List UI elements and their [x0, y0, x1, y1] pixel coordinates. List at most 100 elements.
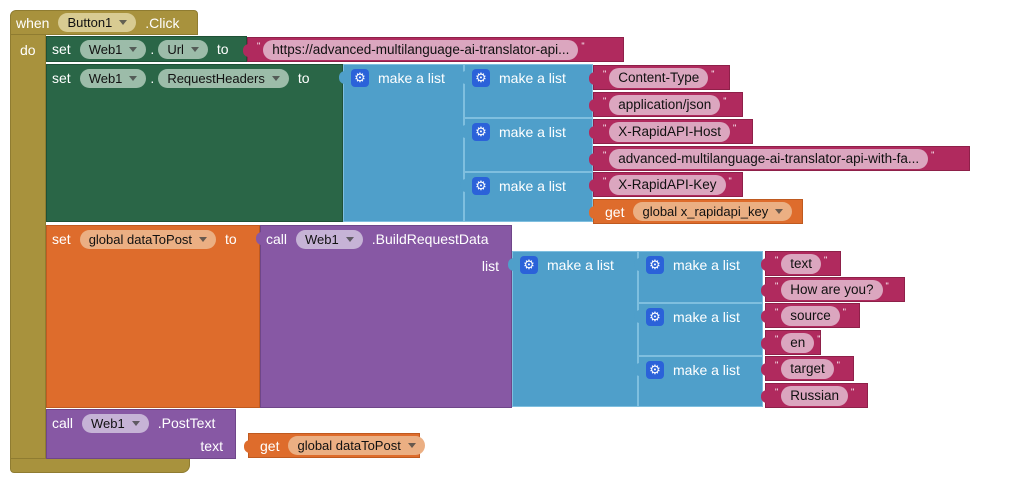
gear-icon[interactable]: ⚙ — [646, 308, 664, 326]
component-dropdown[interactable]: Web1 — [82, 413, 149, 433]
text-key-string-block[interactable]: " text " — [761, 251, 841, 276]
set-keyword: set — [52, 41, 71, 57]
string-value[interactable]: https://advanced-multilanguage-ai-transl… — [263, 39, 579, 60]
when-block-bottom-bar[interactable] — [10, 459, 190, 473]
gear-icon[interactable]: ⚙ — [646, 361, 664, 379]
chevron-down-icon — [129, 46, 138, 52]
dropdown-value: global dataToPost — [88, 231, 193, 247]
dropdown-value: Web1 — [91, 415, 125, 431]
make-a-list-rapidapi-host[interactable]: ⚙ make a list — [460, 118, 593, 172]
gear-icon[interactable]: ⚙ — [351, 69, 369, 87]
variable-dropdown[interactable]: global dataToPost — [288, 436, 425, 455]
string-value[interactable]: source — [781, 305, 840, 326]
dropdown-value: Web1 — [88, 41, 123, 57]
dropdown-value: Url — [167, 41, 184, 57]
string-value[interactable]: X-RapidAPI-Host — [609, 121, 730, 142]
make-a-list-headers-outer[interactable]: ⚙ make a list — [339, 64, 464, 222]
target-key-string-block[interactable]: " target " — [761, 356, 854, 381]
method-name: .BuildRequestData — [371, 231, 489, 247]
url-string-block[interactable]: " https://advanced-multilanguage-ai-tran… — [243, 37, 624, 62]
to-keyword: to — [297, 70, 310, 86]
component-dropdown[interactable]: Web1 — [79, 68, 147, 88]
open-quote: " — [775, 307, 779, 317]
gear-icon[interactable]: ⚙ — [472, 123, 490, 141]
property-dropdown[interactable]: RequestHeaders — [158, 68, 289, 88]
call-web1-buildrequestdata-block[interactable]: call Web1 .BuildRequestData list — [256, 225, 512, 408]
close-quote: " — [817, 334, 821, 344]
get-keyword: get — [260, 437, 280, 454]
gear-icon[interactable]: ⚙ — [520, 256, 538, 274]
call-web1-posttext-block[interactable]: call Web1 .PostText text — [46, 409, 236, 459]
string-value[interactable]: How are you? — [781, 279, 883, 300]
event-component-dropdown[interactable]: Button1 — [58, 13, 137, 32]
make-a-list-content-type[interactable]: ⚙ make a list — [460, 64, 593, 118]
close-quote: " — [728, 176, 732, 186]
dropdown-value: RequestHeaders — [167, 70, 265, 86]
how-are-you-string-block[interactable]: " How are you? " — [761, 277, 905, 302]
gear-icon[interactable]: ⚙ — [646, 256, 664, 274]
component-dropdown[interactable]: Web1 — [79, 39, 147, 59]
gear-icon[interactable]: ⚙ — [472, 177, 490, 195]
chevron-down-icon — [775, 209, 784, 214]
set-keyword: set — [52, 231, 71, 247]
open-quote: " — [775, 360, 779, 370]
set-web1-requestheaders-block[interactable]: set Web1 . RequestHeaders to — [46, 64, 343, 222]
make-a-list-label: make a list — [673, 257, 740, 273]
string-value[interactable]: en — [781, 332, 815, 353]
chevron-down-icon — [199, 236, 208, 242]
string-value[interactable]: text — [781, 253, 821, 274]
close-quote: " — [733, 123, 737, 133]
chevron-down-icon — [131, 420, 140, 426]
make-a-list-rapidapi-key[interactable]: ⚙ make a list — [460, 172, 593, 222]
variable-dropdown[interactable]: global x_rapidapi_key — [633, 202, 793, 221]
property-dropdown[interactable]: Url — [158, 39, 208, 59]
open-quote: " — [603, 69, 607, 79]
string-value[interactable]: Content-Type — [609, 67, 709, 88]
close-quote: " — [842, 307, 846, 317]
russian-string-block[interactable]: " Russian " — [761, 383, 868, 408]
string-value[interactable]: advanced-multilanguage-ai-translator-api… — [609, 148, 929, 169]
make-a-list-label: make a list — [547, 257, 614, 273]
make-a-list-target[interactable]: ⚙ make a list — [634, 356, 763, 407]
get-x-rapidapi-key-block[interactable]: get global x_rapidapi_key — [589, 199, 803, 224]
do-keyword: do — [20, 42, 36, 58]
rapidapi-host-string-block[interactable]: " X-RapidAPI-Host " — [589, 119, 753, 144]
rapidapi-key-string-block[interactable]: " X-RapidAPI-Key " — [589, 172, 743, 197]
close-quote: " — [723, 96, 727, 106]
string-value[interactable]: target — [781, 358, 834, 379]
application-json-string-block[interactable]: " application/json " — [589, 92, 743, 117]
make-a-list-label: make a list — [499, 124, 566, 140]
when-block-body-column[interactable]: do — [10, 35, 46, 459]
close-quote: " — [931, 150, 935, 160]
string-value[interactable]: X-RapidAPI-Key — [609, 174, 726, 195]
make-a-list-label: make a list — [673, 362, 740, 378]
when-button1-click-block[interactable]: when Button1 .Click — [10, 10, 198, 35]
open-quote: " — [603, 96, 607, 106]
close-quote: " — [581, 41, 585, 51]
make-a-list-label: make a list — [499, 178, 566, 194]
rapidapi-host-value-string-block[interactable]: " advanced-multilanguage-ai-translator-a… — [589, 146, 970, 171]
to-keyword: to — [225, 231, 237, 247]
chevron-down-icon — [190, 46, 199, 52]
close-quote: " — [850, 387, 855, 397]
chevron-down-icon — [129, 75, 138, 81]
set-global-datatopost-block[interactable]: set global dataToPost to — [46, 225, 260, 408]
content-type-string-block[interactable]: " Content-Type " — [589, 65, 730, 90]
variable-dropdown[interactable]: global dataToPost — [79, 229, 217, 249]
en-string-block[interactable]: " en " — [761, 330, 821, 355]
gear-icon[interactable]: ⚙ — [472, 69, 490, 87]
get-global-datatopost-block[interactable]: get global dataToPost — [244, 433, 425, 458]
source-key-string-block[interactable]: " source " — [761, 303, 860, 328]
open-quote: " — [775, 255, 779, 265]
close-quote: " — [836, 360, 840, 370]
component-dropdown[interactable]: Web1 — [296, 229, 363, 249]
method-name: .PostText — [157, 415, 216, 431]
dropdown-value: Web1 — [88, 70, 123, 86]
make-a-list-text[interactable]: ⚙ make a list — [634, 251, 763, 303]
string-value[interactable]: Russian — [781, 385, 848, 406]
make-a-list-body-outer[interactable]: ⚙ make a list — [508, 251, 638, 407]
set-web1-url-block[interactable]: set Web1 . Url to — [46, 36, 247, 62]
string-value[interactable]: application/json — [609, 94, 721, 115]
make-a-list-source[interactable]: ⚙ make a list — [634, 303, 763, 356]
open-quote: " — [257, 41, 261, 51]
